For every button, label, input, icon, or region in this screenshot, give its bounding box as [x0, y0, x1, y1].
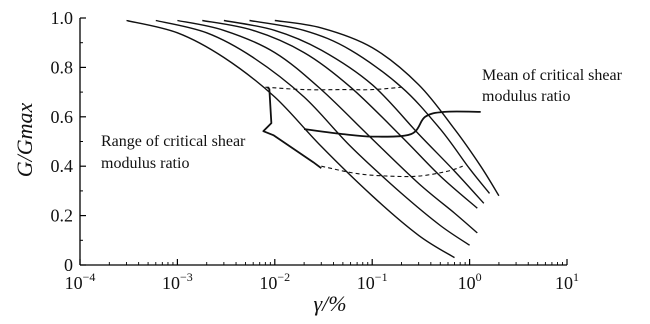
x-axis-title: γ/%: [313, 291, 346, 316]
range-label-line1: Range of critical shear: [101, 133, 246, 150]
y-tick-label: 0.6: [51, 107, 74, 127]
axes-layer: [79, 18, 567, 266]
x-tick-label: 100: [458, 270, 482, 293]
y-tick-label: 1.0: [51, 8, 74, 28]
y-tick-label: 0.8: [51, 57, 74, 77]
curves-layer: [126, 19, 500, 259]
mean-label-line1: Mean of critical shear: [482, 67, 623, 84]
y-tick-label: 0.4: [51, 156, 74, 176]
x-tick-label: 101: [555, 270, 579, 293]
modulus-curve-7: [274, 19, 500, 197]
ticks-layer: 0 0.2 0.4 0.6 0.8 1.0 10−4 10−3 10−2 10−1 100 101: [51, 8, 580, 293]
range-brace: [262, 86, 322, 169]
y-axis-title: G/Gmax: [12, 102, 37, 177]
y-tick-label: 0.2: [51, 206, 74, 226]
x-tick-label: 10−1: [357, 270, 388, 293]
modulus-curve-2: [155, 19, 470, 246]
x-tick-label: 10−4: [65, 270, 96, 293]
range-upper-bound: [265, 86, 402, 91]
modulus-curve-5: [223, 19, 485, 204]
x-tick-label: 10−2: [259, 270, 290, 293]
range-label-line2: modulus ratio: [101, 155, 189, 172]
annotation-layer: Mean of critical shear modulus ratio Range…: [101, 67, 623, 178]
y-tick-label: 0: [64, 255, 73, 275]
mean-label-line2: modulus ratio: [482, 88, 570, 105]
mean-ratio-line: [303, 110, 481, 138]
modulus-curve-1: [126, 19, 455, 259]
range-lower-bound: [321, 165, 463, 178]
x-tick-label: 10−3: [162, 270, 193, 293]
y-axis-title-group: G/Gmax: [12, 102, 37, 177]
modulus-curve-4: [202, 19, 478, 209]
modulus-curve-3: [177, 19, 478, 234]
